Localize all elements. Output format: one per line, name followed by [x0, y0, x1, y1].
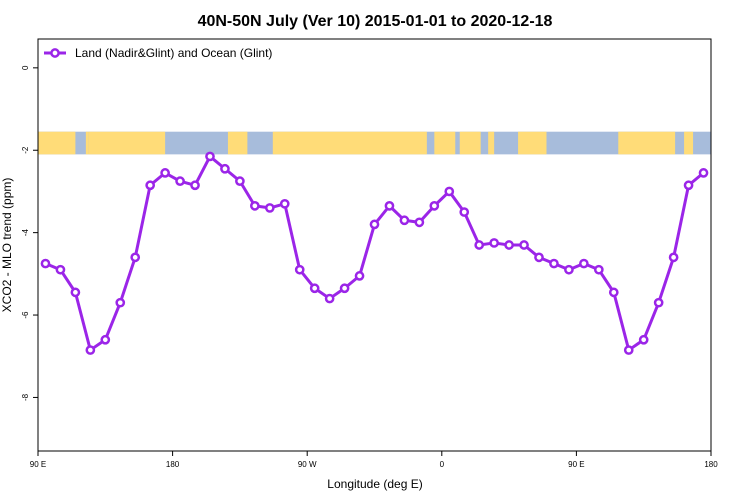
legend-marker [50, 48, 60, 58]
map-land-segment [434, 131, 456, 155]
data-point [324, 293, 335, 304]
data-point [429, 201, 440, 211]
data-point [593, 264, 604, 275]
x-tick-label: 0 [440, 460, 445, 469]
data-point [85, 345, 96, 355]
data-point [638, 334, 649, 345]
y-tick-label: -4 [21, 229, 30, 237]
map-land-segment [85, 131, 89, 155]
data-point [279, 198, 290, 209]
data-point [309, 283, 320, 294]
map-land-segment [88, 131, 166, 155]
data-point [354, 271, 365, 281]
data-point [294, 264, 305, 275]
data-point [220, 163, 230, 174]
chart-title: 40N-50N July (Ver 10) 2015-01-01 to 2020… [198, 13, 553, 30]
y-tick-label: -8 [21, 393, 30, 401]
map-land-segment [488, 131, 495, 155]
x-tick-label: 180 [704, 460, 718, 469]
data-point [698, 168, 709, 178]
legend-label: Land (Nadir&Glint) and Ocean (Glint) [75, 46, 272, 60]
data-point [235, 176, 245, 186]
y-tick-label: -2 [21, 146, 30, 154]
data-point [70, 287, 81, 298]
data-point [339, 283, 350, 294]
data-point [459, 207, 470, 217]
map-land-segment [684, 131, 694, 155]
map-strip [38, 131, 711, 155]
data-point [534, 252, 544, 263]
x-tick-label: 90 E [30, 460, 46, 469]
data-point [474, 240, 485, 250]
data-point [160, 168, 170, 178]
data-point [668, 252, 679, 263]
data-point [504, 240, 514, 250]
data-point [369, 219, 380, 230]
data-point [55, 264, 66, 275]
data-point [190, 180, 200, 191]
data-point [623, 345, 634, 355]
data-point [40, 258, 51, 269]
x-tick-label: 90 E [568, 460, 584, 469]
map-land-segment [272, 131, 427, 155]
data-point [653, 297, 664, 308]
data-point [549, 258, 559, 269]
map-land-segment [227, 131, 248, 155]
plot-frame [37, 38, 712, 452]
data-point [264, 203, 275, 213]
map-land-segment [518, 131, 547, 155]
series-group [40, 151, 709, 355]
data-point [683, 180, 694, 191]
x-axis-ticks: 90 E 180 90 W 0 90 E 180 [30, 451, 718, 469]
x-tick-label: 90 W [298, 460, 317, 469]
data-point [399, 215, 410, 226]
x-axis-label: Longitude (deg E) [327, 477, 422, 491]
data-point [414, 217, 425, 228]
data-point [175, 176, 185, 186]
series-line [44, 154, 705, 352]
map-land-segment [618, 131, 676, 155]
data-point [115, 297, 126, 308]
map-land-segment [459, 131, 481, 155]
data-point [579, 258, 589, 269]
y-tick-label: 0 [21, 65, 30, 70]
data-point [145, 180, 156, 191]
map-land-segment [38, 131, 76, 155]
data-point [100, 334, 111, 345]
data-point [130, 252, 141, 263]
data-point [564, 264, 574, 275]
x-tick-label: 180 [166, 460, 180, 469]
data-point [489, 238, 499, 248]
data-point [519, 240, 529, 250]
y-axis-ticks: 0 -2 -4 -6 -8 [21, 65, 38, 401]
y-axis-label: XCO2 - MLO trend (ppm) [0, 178, 14, 313]
data-point [250, 201, 260, 211]
data-point [384, 201, 395, 211]
data-point [444, 186, 455, 197]
data-point [205, 151, 215, 162]
legend: Land (Nadir&Glint) and Ocean (Glint) [44, 46, 272, 60]
data-point [608, 287, 619, 298]
y-tick-label: -6 [21, 311, 30, 319]
